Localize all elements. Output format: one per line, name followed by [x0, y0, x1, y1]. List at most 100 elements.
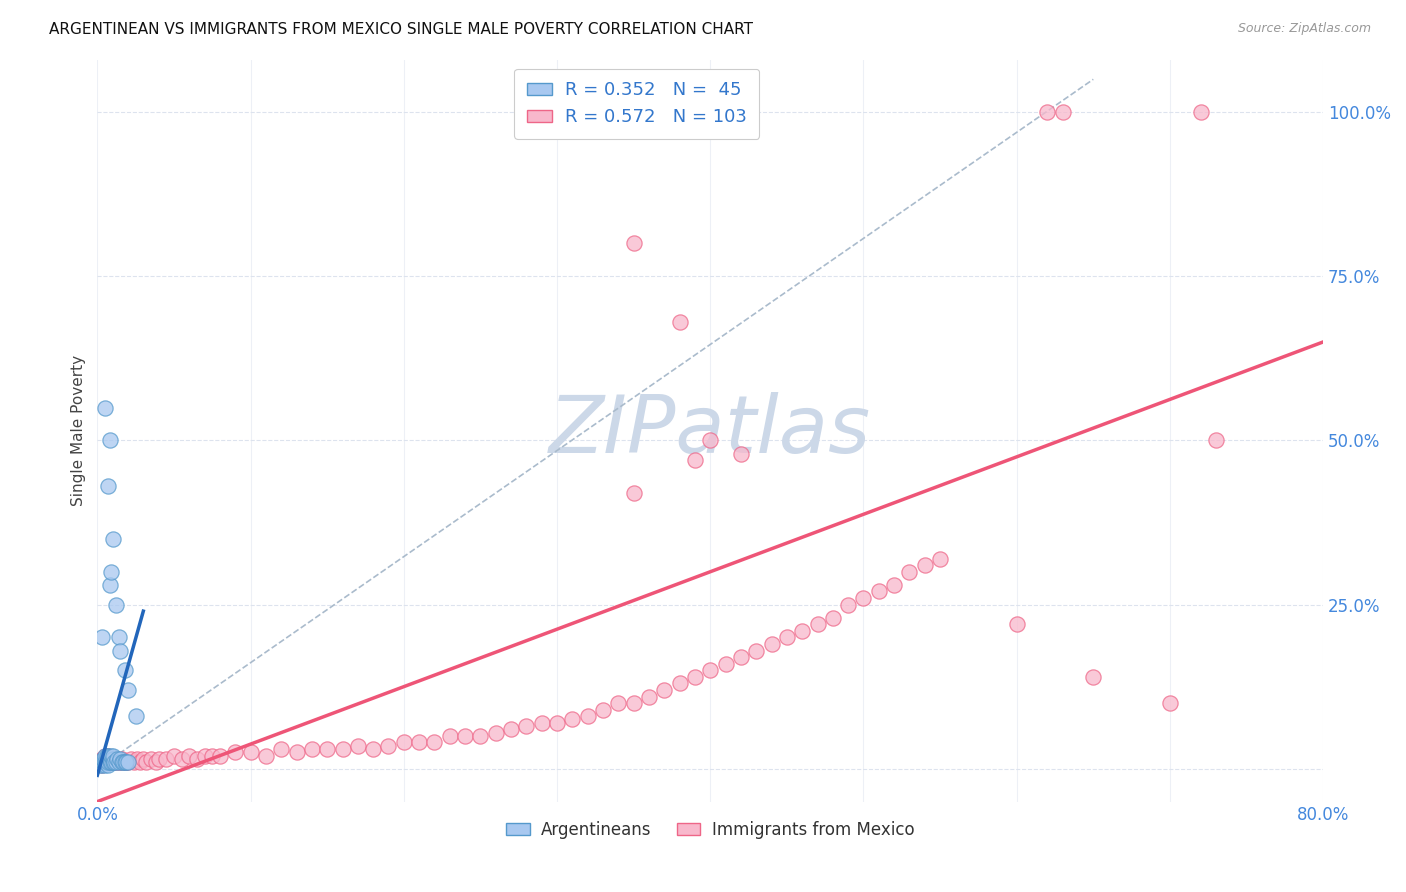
Point: [114, 755, 136, 769]
Text: ARGENTINEAN VS IMMIGRANTS FROM MEXICO SINGLE MALE POVERTY CORRELATION CHART: ARGENTINEAN VS IMMIGRANTS FROM MEXICO SI…: [49, 22, 754, 37]
Point: [114, 663, 136, 677]
Point: [96, 748, 118, 763]
Point: [423, 735, 446, 749]
Point: [94, 752, 117, 766]
Point: [652, 682, 675, 697]
Point: [638, 690, 661, 704]
Point: [714, 657, 737, 671]
Point: [100, 755, 122, 769]
Point: [93, 755, 115, 769]
Point: [104, 598, 127, 612]
Point: [898, 565, 921, 579]
Point: [103, 755, 125, 769]
Point: [499, 723, 522, 737]
Point: [821, 611, 844, 625]
Point: [668, 676, 690, 690]
Point: [1052, 105, 1074, 120]
Point: [93, 752, 115, 766]
Point: [94, 755, 117, 769]
Point: [745, 643, 768, 657]
Point: [94, 748, 117, 763]
Point: [94, 755, 117, 769]
Point: [94, 758, 117, 772]
Point: [148, 752, 170, 766]
Point: [104, 755, 127, 769]
Point: [1159, 696, 1181, 710]
Point: [546, 715, 568, 730]
Point: [93, 752, 115, 766]
Point: [97, 755, 120, 769]
Point: [530, 715, 553, 730]
Point: [101, 755, 124, 769]
Point: [285, 745, 308, 759]
Point: [111, 752, 134, 766]
Point: [1189, 105, 1212, 120]
Point: [408, 735, 430, 749]
Point: [96, 752, 118, 766]
Point: [1005, 617, 1028, 632]
Point: [117, 755, 139, 769]
Point: [1083, 670, 1105, 684]
Point: [98, 578, 121, 592]
Point: [392, 735, 415, 749]
Point: [561, 713, 583, 727]
Point: [107, 755, 129, 769]
Point: [91, 752, 114, 766]
Point: [107, 755, 129, 769]
Point: [98, 434, 121, 448]
Point: [120, 752, 142, 766]
Point: [623, 696, 645, 710]
Point: [97, 752, 120, 766]
Point: [103, 755, 125, 769]
Point: [730, 650, 752, 665]
Point: [97, 479, 120, 493]
Point: [127, 752, 149, 766]
Point: [332, 742, 354, 756]
Point: [914, 558, 936, 573]
Point: [96, 748, 118, 763]
Point: [186, 752, 208, 766]
Point: [761, 637, 783, 651]
Point: [576, 709, 599, 723]
Point: [1205, 434, 1227, 448]
Point: [439, 729, 461, 743]
Point: [91, 758, 114, 772]
Point: [129, 755, 152, 769]
Point: [97, 748, 120, 763]
Point: [170, 752, 193, 766]
Point: [868, 584, 890, 599]
Point: [91, 631, 114, 645]
Point: [94, 748, 117, 763]
Point: [485, 725, 508, 739]
Point: [270, 742, 292, 756]
Point: [101, 752, 124, 766]
Point: [101, 755, 124, 769]
Point: [623, 236, 645, 251]
Point: [163, 748, 186, 763]
Point: [98, 755, 121, 769]
Point: [101, 748, 124, 763]
Point: [776, 631, 799, 645]
Point: [683, 453, 706, 467]
Point: [135, 755, 157, 769]
Point: [316, 742, 339, 756]
Point: [470, 729, 492, 743]
Point: [730, 446, 752, 460]
Point: [361, 742, 384, 756]
Point: [101, 752, 124, 766]
Point: [515, 719, 537, 733]
Point: [117, 755, 139, 769]
Point: [132, 752, 155, 766]
Point: [105, 752, 128, 766]
Point: [208, 748, 231, 763]
Point: [683, 670, 706, 684]
Point: [179, 748, 201, 763]
Point: [792, 624, 814, 638]
Point: [145, 755, 167, 769]
Point: [112, 755, 135, 769]
Point: [124, 709, 146, 723]
Point: [110, 752, 132, 766]
Point: [115, 755, 138, 769]
Text: ZIPatlas: ZIPatlas: [550, 392, 872, 469]
Point: [112, 755, 135, 769]
